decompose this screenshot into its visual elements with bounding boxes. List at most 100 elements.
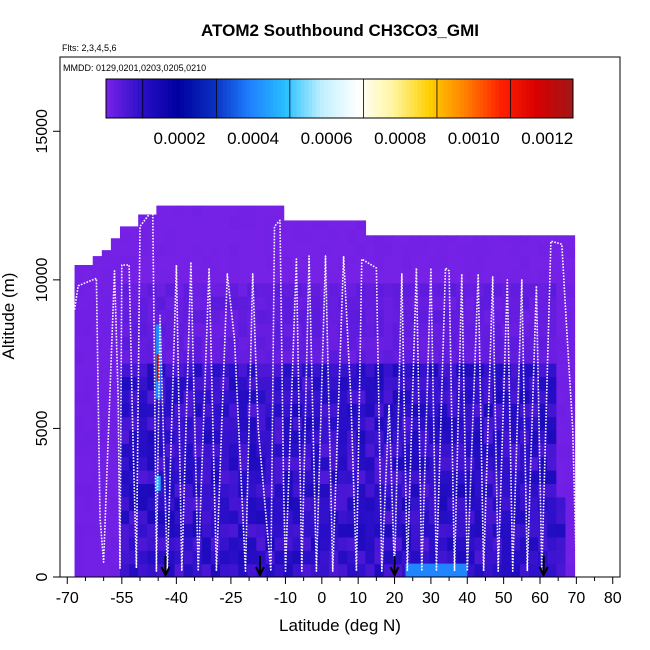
- heatmap-cell: [474, 242, 485, 257]
- heatmap-cell: [547, 256, 557, 271]
- x-tick-label: 80: [604, 590, 622, 607]
- heatmap-cell: [274, 389, 285, 404]
- heatmap-cell: [256, 205, 267, 217]
- heatmap-cell: [547, 416, 557, 431]
- heatmap-cell: [301, 523, 312, 538]
- heatmap-cell: [292, 256, 303, 271]
- colorbar-segment: [436, 79, 442, 118]
- heatmap-cell: [474, 235, 485, 244]
- heatmap-cell: [165, 349, 176, 364]
- heatmap-cell: [483, 563, 494, 577]
- heatmap-cell: [83, 496, 94, 511]
- heatmap-cell: [329, 563, 339, 577]
- heatmap-cell: [347, 322, 357, 337]
- heatmap-cell: [120, 296, 130, 311]
- heatmap-cell: [201, 456, 212, 471]
- colorbar-segment: [109, 79, 115, 118]
- heatmap-cell: [356, 349, 367, 364]
- heatmap-cell: [129, 269, 139, 284]
- colorbar-segment: [549, 79, 555, 118]
- heatmap-cell: [365, 242, 376, 257]
- heatmap-cell: [501, 523, 512, 538]
- heatmap-cell: [510, 349, 521, 364]
- heatmap-cell: [338, 389, 348, 404]
- heatmap-cell: [192, 510, 203, 525]
- heatmap-cell: [120, 510, 130, 525]
- heatmap-cell: [220, 416, 230, 431]
- heatmap-cell: [556, 389, 567, 404]
- heatmap-cell: [101, 429, 112, 444]
- heatmap-cell: [547, 376, 557, 391]
- heatmap-cell: [220, 215, 230, 230]
- heatmap-cell: [538, 389, 548, 404]
- heatmap-cell: [120, 229, 130, 244]
- heatmap-cell: [565, 336, 576, 351]
- heatmap-cell: [492, 309, 503, 324]
- heatmap-cell: [520, 483, 530, 498]
- heatmap-cell: [147, 429, 157, 444]
- heatmap-cell: [329, 456, 339, 471]
- heatmap-cell: [320, 563, 330, 577]
- colorbar-segment: [156, 79, 161, 118]
- heatmap-cell: [547, 282, 557, 297]
- colorbar-segment: [351, 79, 356, 118]
- heatmap-cell: [456, 349, 467, 364]
- heatmap-cell: [492, 376, 503, 391]
- heatmap-cell: [347, 309, 357, 324]
- colorbar-segment: [316, 79, 321, 118]
- heatmap-cell: [310, 256, 321, 271]
- heatmap-cell: [465, 309, 476, 324]
- heatmap-cell: [138, 269, 148, 284]
- heatmap-cell: [556, 242, 567, 257]
- heatmap-cell: [392, 510, 403, 525]
- flights-subtitle: Flts: 2,3,4,5,6: [62, 43, 117, 53]
- colorbar-segment: [565, 79, 570, 118]
- heatmap-cell: [101, 443, 112, 458]
- heatmap-cell: [338, 403, 348, 418]
- heatmap-cell: [92, 269, 103, 284]
- heatmap-cell: [547, 389, 557, 404]
- heatmap-cell: [283, 429, 294, 444]
- heatmap-cell: [529, 443, 539, 458]
- heatmap-cell: [174, 336, 185, 351]
- heatmap-cell: [338, 510, 348, 525]
- heatmap-cell: [556, 363, 567, 378]
- heatmap-cell: [274, 229, 285, 244]
- colorbar-segment: [464, 79, 469, 118]
- heatmap-cell: [556, 296, 567, 311]
- colorbar-segment: [561, 79, 566, 118]
- heatmap-cell: [129, 403, 139, 418]
- heatmap-cell: [92, 376, 103, 391]
- heatmap-cell: [201, 242, 212, 257]
- x-tick-label: 40: [458, 590, 476, 607]
- heatmap-cell: [229, 523, 239, 538]
- heatmap-cell: [301, 322, 312, 337]
- heatmap-cell: [538, 403, 548, 418]
- heatmap-cell: [92, 510, 103, 525]
- colorbar-tick-label: 0.0008: [374, 129, 426, 148]
- heatmap-cell: [474, 496, 485, 511]
- heatmap-cell: [174, 403, 185, 418]
- heatmap-cell: [365, 389, 376, 404]
- heatmap-cell: [447, 523, 457, 538]
- heatmap-cell: [210, 483, 221, 498]
- heatmap-cell: [174, 523, 185, 538]
- heatmap-cell: [347, 220, 357, 230]
- heatmap-cell: [201, 416, 212, 431]
- heatmap-cell: [492, 389, 503, 404]
- heatmap-cell: [565, 510, 576, 525]
- colorbar-segment: [125, 79, 130, 118]
- colorbar-segment: [444, 79, 449, 118]
- heatmap-cell: [401, 269, 412, 284]
- heatmap-cell: [138, 336, 148, 351]
- heatmap-cell: [410, 416, 421, 431]
- heatmap-cell: [320, 523, 330, 538]
- heatmap-cell: [356, 550, 367, 565]
- heatmap-cell: [465, 269, 476, 284]
- heatmap-cell: [547, 296, 557, 311]
- heatmap-cell: [301, 429, 312, 444]
- heatmap-cell: [447, 322, 457, 337]
- heatmap-cell: [165, 389, 176, 404]
- heatmap-cell: [401, 322, 412, 337]
- colorbar-segment: [179, 79, 185, 118]
